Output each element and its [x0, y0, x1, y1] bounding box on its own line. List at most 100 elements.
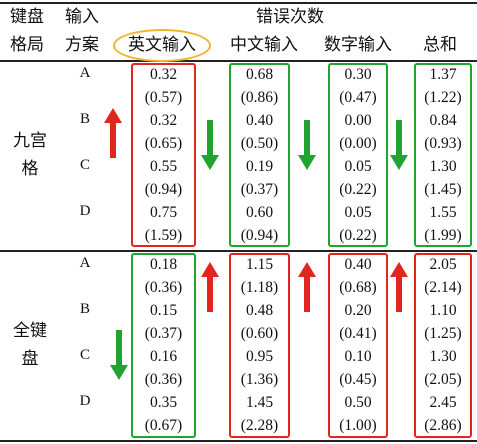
- g2-c-chinese-sd: (1.36): [240, 371, 279, 388]
- g2-d-total-sd: (2.86): [424, 417, 462, 434]
- g1-c-chinese-value: 0.19: [245, 158, 274, 175]
- group2-scheme-c: C: [79, 347, 90, 363]
- g2-d-numeric-sd: (1.00): [339, 417, 377, 434]
- g1-b-english-sd: (0.65): [144, 135, 183, 152]
- g1-c-numeric-value: 0.05: [344, 158, 372, 175]
- g2-b-chinese-sd: (0.60): [240, 325, 279, 342]
- g2-a-english-sd: (0.36): [144, 279, 183, 296]
- group1-english-red-box: [131, 63, 196, 247]
- g1-a-chinese-sd: (0.86): [240, 89, 279, 106]
- g1-c-english-sd: (0.94): [144, 181, 183, 198]
- g2-b-chinese-value: 0.48: [245, 302, 274, 319]
- g1-d-numeric-value: 0.05: [344, 204, 372, 221]
- input-scheme-header-line2: 方案: [65, 35, 99, 54]
- g2-a-numeric-sd: (0.68): [339, 279, 377, 296]
- group1-layout-name-line1: 九宫: [13, 131, 47, 150]
- red-up-arrow-icon: [298, 262, 316, 312]
- g1-a-total-value: 1.37: [429, 66, 457, 83]
- g1-d-english-sd: (1.59): [144, 227, 183, 244]
- group1-scheme-b: B: [79, 111, 90, 127]
- column-header-total: 总和: [423, 35, 457, 54]
- english-input-highlight-ellipse: [113, 29, 211, 62]
- g2-b-total-sd: (1.25): [424, 325, 462, 342]
- group1-scheme-a: A: [79, 65, 91, 81]
- bottom-rule: [0, 440, 477, 442]
- group1-chinese-green-box: [229, 63, 290, 247]
- keyboard-layout-header-line2: 格局: [10, 35, 44, 54]
- group2-english-green-box: [131, 253, 196, 438]
- group1-layout-name-line2: 格: [21, 159, 39, 178]
- g2-b-numeric-sd: (0.41): [339, 325, 377, 342]
- g2-d-english-value: 0.35: [149, 394, 178, 411]
- g1-a-english-sd: (0.57): [144, 89, 183, 106]
- g1-d-chinese-sd: (0.94): [240, 227, 279, 244]
- red-up-arrow-icon: [390, 262, 408, 312]
- group1-scheme-d: D: [79, 203, 91, 219]
- green-down-arrow-icon: [110, 330, 128, 380]
- g2-d-english-sd: (0.67): [144, 417, 183, 434]
- group1-scheme-c: C: [79, 157, 90, 173]
- g2-b-english-value: 0.15: [149, 302, 178, 319]
- g1-b-chinese-value: 0.40: [245, 112, 274, 129]
- g2-c-numeric-sd: (0.45): [339, 371, 377, 388]
- g2-d-chinese-sd: (2.28): [240, 417, 279, 434]
- g2-d-chinese-value: 1.45: [245, 394, 274, 411]
- group2-scheme-b: B: [79, 301, 90, 317]
- g1-b-english-value: 0.32: [149, 112, 178, 129]
- red-up-arrow-icon: [201, 262, 219, 312]
- g2-b-total-value: 1.10: [429, 302, 457, 319]
- g2-a-english-value: 0.18: [149, 256, 178, 273]
- g2-b-english-sd: (0.37): [144, 325, 183, 342]
- g2-a-chinese-sd: (1.18): [240, 279, 279, 296]
- g1-a-numeric-value: 0.30: [344, 66, 372, 83]
- g2-c-total-value: 1.30: [429, 348, 457, 365]
- group2-total-red-box: [414, 253, 472, 438]
- g2-a-chinese-value: 1.15: [245, 256, 274, 273]
- g2-a-total-sd: (2.14): [424, 279, 462, 296]
- g1-c-chinese-sd: (0.37): [240, 181, 279, 198]
- error-count-header: 错误次数: [256, 7, 324, 26]
- g2-d-numeric-value: 0.50: [344, 394, 372, 411]
- g1-c-numeric-sd: (0.22): [339, 181, 377, 198]
- g1-a-total-sd: (1.22): [424, 89, 462, 106]
- g1-a-chinese-value: 0.68: [245, 66, 274, 83]
- g1-b-chinese-sd: (0.50): [240, 135, 279, 152]
- red-up-arrow-icon: [104, 108, 122, 158]
- group-divider-rule: [0, 250, 477, 252]
- group1-total-green-box: [414, 63, 472, 247]
- input-scheme-header-line1: 输入: [65, 7, 99, 26]
- g1-d-chinese-value: 0.60: [245, 204, 274, 221]
- g2-d-total-value: 2.45: [429, 394, 457, 411]
- g1-c-total-sd: (1.45): [424, 181, 462, 198]
- column-header-chinese: 中文输入: [230, 35, 298, 54]
- g2-b-numeric-value: 0.20: [344, 302, 372, 319]
- top-rule: [0, 2, 477, 4]
- g1-b-numeric-value: 0.00: [344, 112, 372, 129]
- g1-c-total-value: 1.30: [429, 158, 457, 175]
- g1-d-total-value: 1.55: [429, 204, 457, 221]
- group2-numeric-red-box: [328, 253, 388, 438]
- group2-chinese-red-box: [229, 253, 290, 438]
- keyboard-layout-header-line1: 键盘: [10, 7, 44, 26]
- g2-c-english-value: 0.16: [149, 348, 178, 365]
- column-header-numeric: 数字输入: [324, 35, 392, 54]
- g1-a-numeric-sd: (0.47): [339, 89, 377, 106]
- header-rule: [0, 60, 477, 62]
- group1-numeric-green-box: [328, 63, 388, 247]
- g1-d-numeric-sd: (0.22): [339, 227, 377, 244]
- g1-a-english-value: 0.32: [149, 66, 178, 83]
- group2-scheme-a: A: [79, 255, 91, 271]
- group2-layout-name-line1: 全键: [13, 321, 47, 340]
- g1-c-english-value: 0.55: [149, 158, 178, 175]
- green-down-arrow-icon: [298, 120, 316, 170]
- green-down-arrow-icon: [201, 120, 219, 170]
- g2-c-english-sd: (0.36): [144, 371, 183, 388]
- g2-c-total-sd: (2.05): [424, 371, 462, 388]
- group2-layout-name-line2: 盘: [21, 349, 39, 368]
- g1-d-total-sd: (1.99): [424, 227, 462, 244]
- g1-d-english-value: 0.75: [149, 204, 178, 221]
- g2-a-total-value: 2.05: [429, 256, 457, 273]
- g2-c-numeric-value: 0.10: [344, 348, 372, 365]
- g1-b-total-sd: (0.93): [424, 135, 462, 152]
